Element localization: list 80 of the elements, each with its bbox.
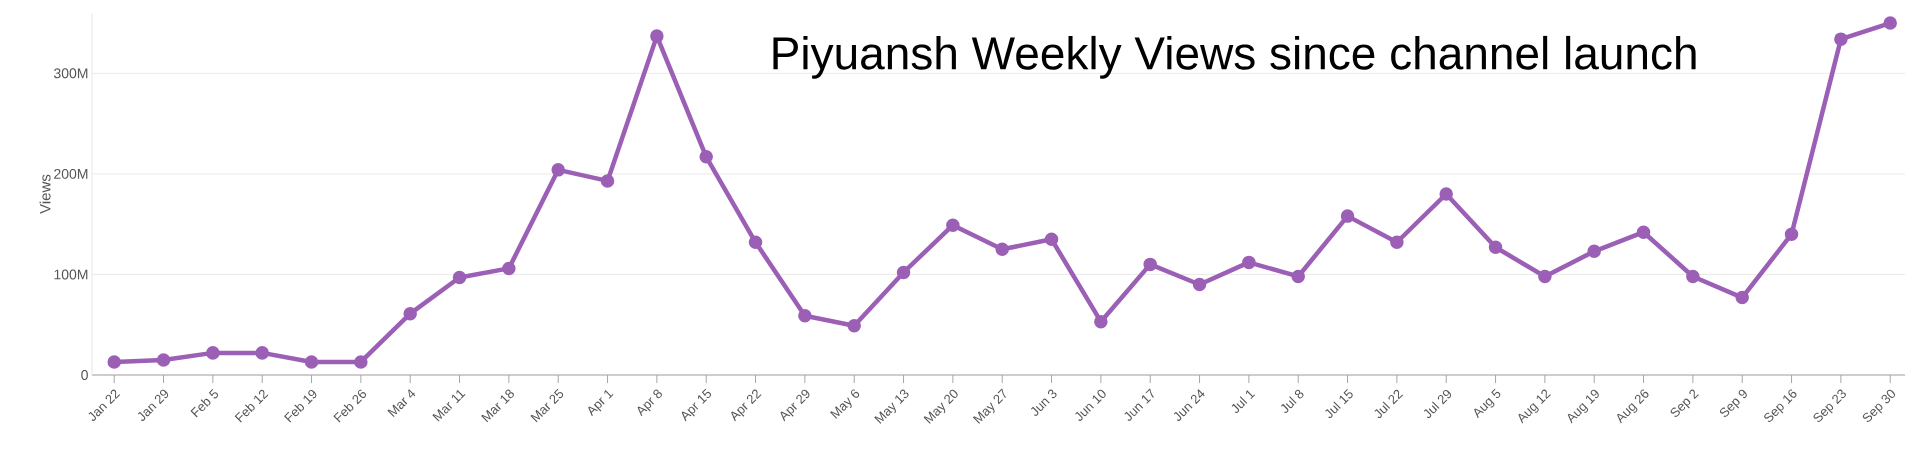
point — [650, 29, 664, 43]
point — [107, 355, 121, 369]
x-tick-label: Mar 11 — [432, 389, 466, 422]
x-tick-label: May 13 — [874, 389, 909, 424]
x-tick-label: Jun 24 — [1173, 389, 1205, 421]
point — [699, 150, 713, 164]
x-tick-label: Jun 10 — [1075, 389, 1106, 421]
x-tick-label: May 27 — [972, 388, 1006, 424]
y-axis-title: Views — [39, 174, 51, 214]
x-tick-label: Jul 8 — [1280, 389, 1304, 413]
x-tick-label: Sep 16 — [1764, 389, 1797, 423]
x-tick-label: Jul 15 — [1325, 389, 1353, 419]
point — [1784, 227, 1799, 241]
point — [1143, 257, 1157, 272]
point — [1636, 225, 1651, 239]
x-tick-label: May 6 — [830, 389, 860, 419]
point — [304, 355, 319, 369]
y-tick-label: 100M — [54, 269, 88, 280]
x-tick-label: Mar 25 — [530, 388, 564, 423]
x-tick-label: May 20 — [923, 389, 958, 424]
point — [354, 355, 368, 369]
point — [600, 174, 615, 188]
point — [206, 346, 220, 360]
point — [403, 306, 417, 321]
x-tick-label: Feb 12 — [234, 389, 269, 423]
x-tick-label: Aug 12 — [1518, 389, 1551, 424]
y-tick-label: 300M — [53, 68, 88, 79]
x-tick-label: Jun 3 — [1030, 389, 1057, 416]
point — [452, 270, 467, 285]
x-tick-label: Jul 1 — [1231, 390, 1256, 413]
point — [1439, 187, 1453, 201]
x-tick-label: Feb 26 — [333, 389, 367, 423]
x-tick-label: Sep 2 — [1670, 389, 1699, 417]
y-tick-label: 200M — [54, 168, 88, 179]
point — [502, 261, 516, 276]
point — [1192, 277, 1207, 292]
x-tick-label: Jul 29 — [1423, 389, 1452, 419]
point — [1390, 235, 1404, 250]
x-tick-label: Aug 5 — [1474, 388, 1501, 419]
x-tick-label: Mar 4 — [387, 389, 416, 418]
point — [1834, 32, 1848, 46]
x-tick-label: Jan 29 — [137, 389, 169, 421]
point — [1340, 209, 1355, 223]
point — [255, 346, 269, 360]
chart-title: Piyuansh Weekly Views since channel launch — [773, 35, 1696, 79]
point — [551, 163, 565, 177]
y-tick-label: 0 — [81, 370, 88, 380]
point — [748, 235, 763, 250]
x-tick-label: Jan 22 — [88, 389, 121, 421]
x-tick-label: Apr 1 — [588, 390, 614, 417]
point — [1488, 240, 1503, 255]
point — [946, 218, 960, 232]
point — [1735, 290, 1749, 305]
x-tick-label: Sep 30 — [1862, 389, 1896, 423]
point — [1538, 269, 1552, 284]
x-tick-label: Jun 17 — [1124, 388, 1154, 421]
x-tick-label: Aug 19 — [1567, 389, 1599, 424]
point — [1587, 244, 1601, 259]
x-tick-label: Jul 22 — [1374, 389, 1404, 419]
x-tick-label: Sep 23 — [1813, 389, 1846, 423]
x-tick-label: Feb 19 — [284, 389, 317, 423]
x-tick-label: Aug 26 — [1617, 389, 1649, 424]
x-tick-label: Sep 9 — [1719, 389, 1747, 417]
x-tick-label: Apr 29 — [780, 389, 810, 422]
x-tick-label: Apr 22 — [731, 389, 762, 422]
x-tick-label: Feb 5 — [190, 389, 219, 418]
point — [1044, 232, 1059, 246]
x-tick-label: Apr 8 — [637, 389, 662, 417]
point — [798, 308, 812, 323]
point — [1291, 269, 1305, 284]
point — [156, 353, 171, 367]
point — [847, 318, 861, 333]
point — [1242, 255, 1256, 270]
point — [1094, 314, 1108, 329]
point — [896, 265, 911, 280]
x-tick-label: Apr 15 — [681, 388, 712, 422]
point — [1686, 269, 1700, 284]
x-tick-label: Mar 18 — [481, 389, 514, 423]
point — [995, 242, 1009, 257]
point — [1883, 16, 1897, 30]
